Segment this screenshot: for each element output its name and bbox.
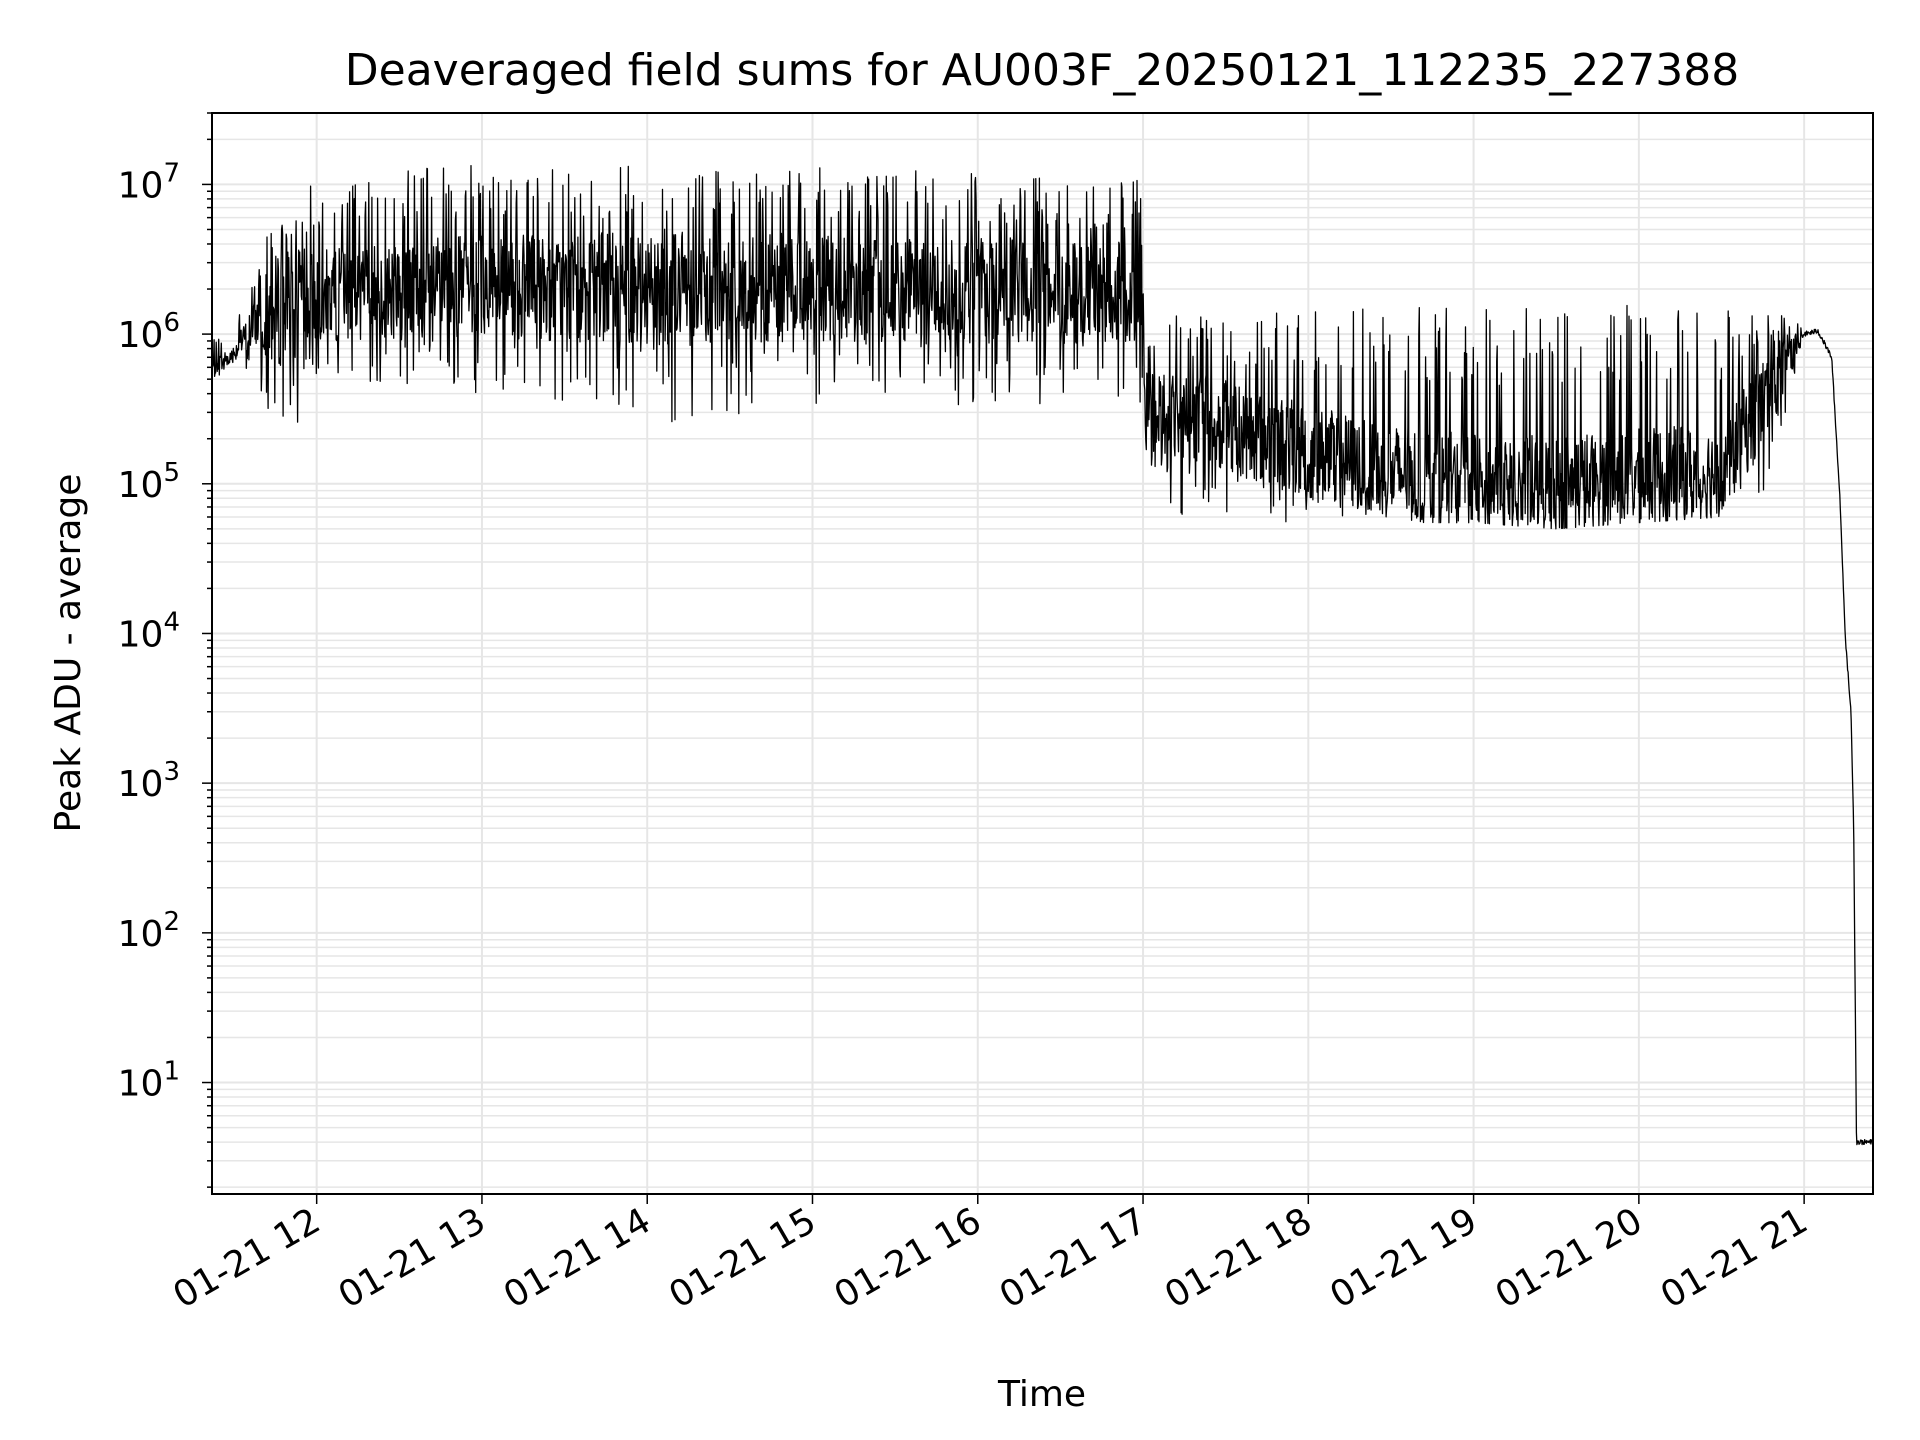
y-tick-exponent: 1 xyxy=(163,1057,180,1087)
data-layer xyxy=(211,164,1874,1146)
grid xyxy=(212,112,1873,1194)
y-tick-exponent: 5 xyxy=(163,458,180,488)
y-tick-label: 102 xyxy=(118,907,180,955)
y-tick-base: 10 xyxy=(118,764,164,805)
y-tick-label: 106 xyxy=(118,308,180,356)
y-tick-exponent: 3 xyxy=(163,757,180,787)
y-tick-exponent: 4 xyxy=(163,607,180,637)
x-axis-label: Time xyxy=(997,1374,1086,1415)
y-tick-label: 105 xyxy=(118,458,180,506)
y-tick-label: 107 xyxy=(118,158,180,206)
y-tick-exponent: 6 xyxy=(163,308,180,338)
y-tick-exponent: 7 xyxy=(163,158,180,188)
y-tick-label: 104 xyxy=(118,607,180,655)
y-tick-label: 101 xyxy=(118,1057,180,1105)
chart-title: Deaveraged field sums for AU003F_2025012… xyxy=(345,45,1739,96)
y-tick-base: 10 xyxy=(118,165,164,206)
y-tick-base: 10 xyxy=(118,1064,164,1105)
y-tick-base: 10 xyxy=(118,614,164,655)
y-tick-base: 10 xyxy=(118,315,164,356)
plot-frame xyxy=(211,112,1874,1195)
y-tick-base: 10 xyxy=(118,465,164,506)
y-tick-label: 103 xyxy=(118,757,180,805)
y-tick-exponent: 2 xyxy=(163,907,180,937)
series-line xyxy=(211,164,1874,1146)
y-tick-base: 10 xyxy=(118,914,164,955)
y-axis-label: Peak ADU - average xyxy=(48,474,89,833)
